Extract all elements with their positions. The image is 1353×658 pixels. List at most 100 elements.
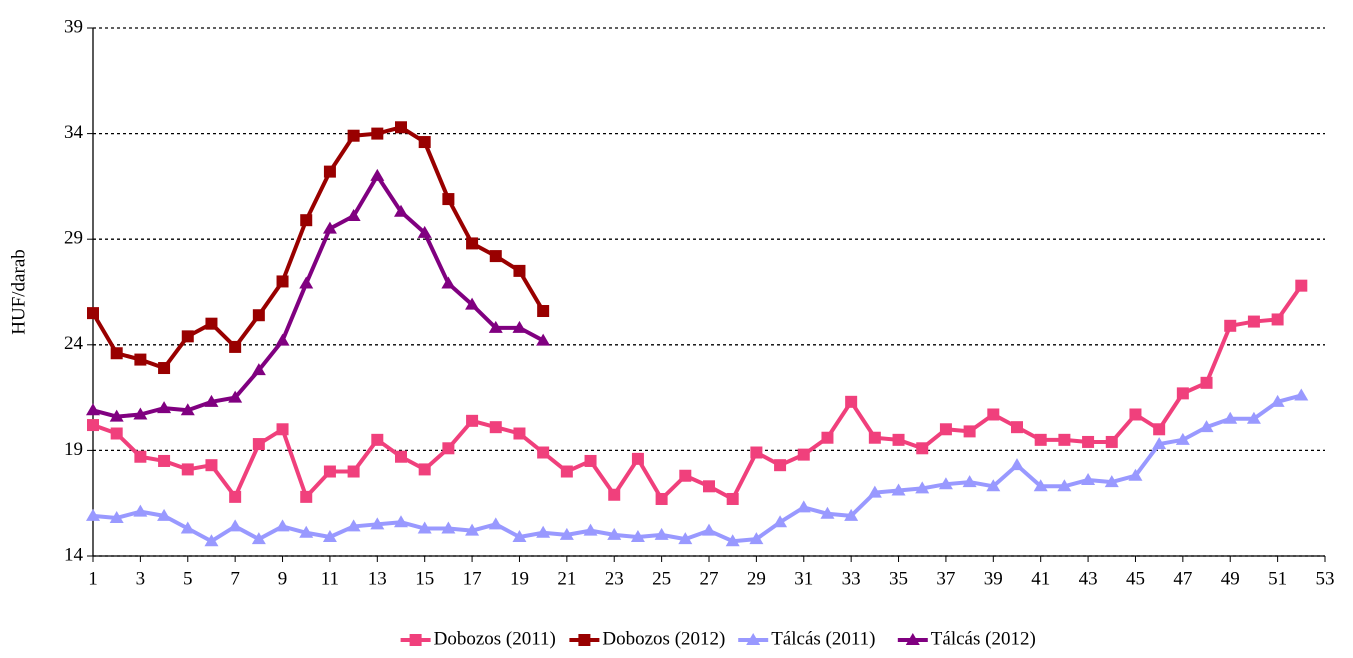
data-point <box>347 129 360 142</box>
data-point <box>1082 435 1095 448</box>
data-point <box>300 490 313 503</box>
x-tick-label: 1 <box>88 568 98 589</box>
x-tick-label: 33 <box>842 568 861 589</box>
x-tick-label: 19 <box>510 568 529 589</box>
data-point <box>1223 411 1238 424</box>
legend-label: Dobozos (2012) <box>602 628 725 649</box>
data-point <box>1271 313 1284 326</box>
data-point <box>608 488 621 501</box>
data-point <box>418 136 431 149</box>
data-point <box>1033 479 1048 492</box>
data-point <box>323 465 336 478</box>
data-point <box>489 421 502 434</box>
x-tick-label: 49 <box>1221 568 1240 589</box>
data-point <box>465 297 480 310</box>
data-point <box>962 475 977 488</box>
data-point <box>418 463 431 476</box>
data-point <box>678 532 693 545</box>
data-point <box>1128 468 1143 481</box>
data-point <box>322 529 337 542</box>
x-tick-label: 11 <box>321 568 339 589</box>
data-point <box>892 433 905 446</box>
data-point <box>276 275 289 288</box>
legend-marker <box>905 633 920 645</box>
x-tick-label: 41 <box>1031 568 1050 589</box>
x-tick-label: 31 <box>794 568 813 589</box>
data-point <box>395 121 407 134</box>
data-point <box>87 419 99 432</box>
data-point <box>488 320 503 333</box>
data-point <box>607 527 622 540</box>
data-point <box>109 510 124 523</box>
x-tick-label: 35 <box>889 568 908 589</box>
data-point <box>987 408 1000 421</box>
y-axis-label: HUF/darab <box>8 249 29 334</box>
data-point <box>181 330 194 343</box>
x-tick-label: 5 <box>183 568 193 589</box>
y-tick-label: 34 <box>64 122 84 143</box>
data-point <box>868 431 881 444</box>
data-point <box>1246 411 1261 424</box>
data-point <box>370 517 385 530</box>
data-point <box>204 394 219 407</box>
data-point <box>157 401 172 414</box>
y-tick-label: 24 <box>64 333 84 354</box>
x-tick-label: 17 <box>463 568 482 589</box>
legend-marker <box>746 633 761 645</box>
data-point <box>300 214 313 227</box>
data-point <box>1294 388 1309 401</box>
x-tick-label: 13 <box>368 568 387 589</box>
data-point <box>158 362 171 375</box>
y-tick-label: 14 <box>64 544 84 565</box>
data-point <box>986 479 1001 492</box>
data-point <box>251 363 266 376</box>
data-point <box>939 423 952 436</box>
data-point <box>1057 479 1072 492</box>
data-point <box>1247 315 1260 328</box>
data-point <box>773 515 788 528</box>
data-point <box>371 127 384 140</box>
data-point <box>631 452 644 465</box>
data-point <box>347 465 360 478</box>
data-point <box>109 409 124 422</box>
legend-label: Tálcás (2011) <box>771 628 875 649</box>
data-point <box>299 276 314 289</box>
data-point <box>821 431 834 444</box>
data-point <box>110 427 123 440</box>
x-tick-label: 51 <box>1268 568 1287 589</box>
data-point <box>134 353 147 366</box>
data-point <box>796 500 811 513</box>
data-point <box>1034 433 1047 446</box>
data-point <box>489 250 502 263</box>
data-point <box>867 485 882 498</box>
data-point <box>466 237 479 250</box>
data-point <box>654 527 669 540</box>
data-point <box>252 438 265 451</box>
x-tick-label: 53 <box>1316 568 1335 589</box>
data-point <box>537 305 550 318</box>
data-point <box>1153 423 1166 436</box>
data-point <box>395 450 407 463</box>
data-point <box>205 317 218 330</box>
x-tick-label: 47 <box>1173 568 1192 589</box>
data-point <box>1200 376 1213 389</box>
legend-label: Dobozos (2011) <box>434 628 556 649</box>
data-point <box>417 225 432 238</box>
data-point <box>1104 475 1119 488</box>
data-point <box>181 463 194 476</box>
data-point <box>1105 435 1118 448</box>
data-point <box>228 390 243 403</box>
data-point <box>465 523 480 536</box>
data-point <box>180 403 195 416</box>
data-point <box>1224 319 1237 332</box>
x-tick-label: 37 <box>936 568 955 589</box>
data-point <box>299 525 314 538</box>
data-point <box>915 481 930 494</box>
data-point <box>158 454 171 467</box>
data-point <box>275 519 290 532</box>
x-tick-label: 7 <box>230 568 240 589</box>
data-point <box>583 523 598 536</box>
data-point <box>1129 408 1142 421</box>
data-point <box>1176 387 1189 400</box>
